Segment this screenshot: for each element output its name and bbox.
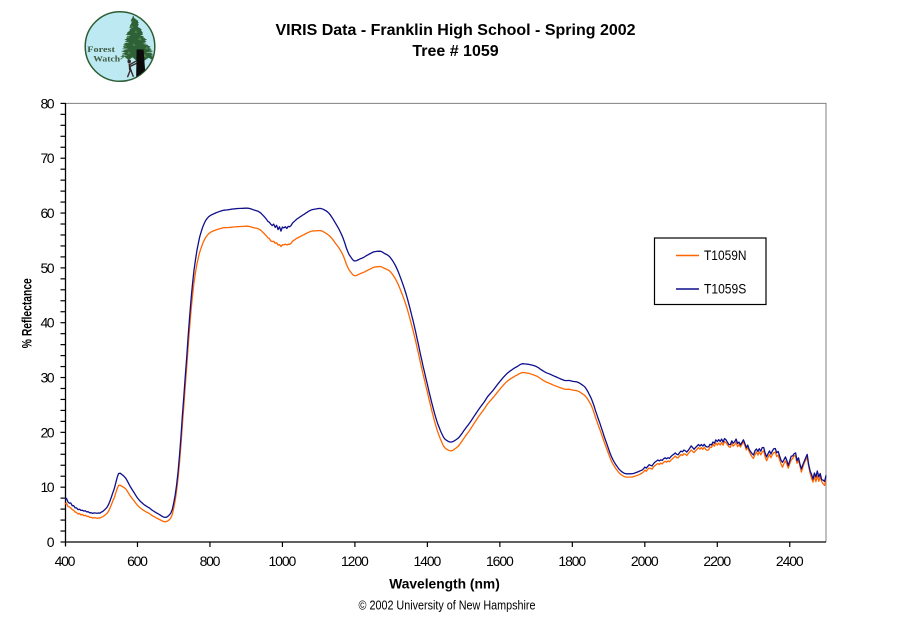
svg-text:1800: 1800 (558, 553, 586, 569)
svg-text:1400: 1400 (414, 553, 442, 569)
svg-text:70: 70 (41, 150, 55, 166)
svg-text:40: 40 (41, 315, 55, 331)
svg-text:30: 30 (41, 370, 55, 386)
svg-text:1600: 1600 (486, 553, 514, 569)
svg-text:1000: 1000 (269, 553, 297, 569)
svg-text:1200: 1200 (341, 553, 369, 569)
svg-text:20: 20 (41, 424, 55, 440)
svg-text:Wavelength (nm): Wavelength (nm) (389, 576, 500, 592)
svg-text:50: 50 (41, 260, 55, 276)
svg-text:2000: 2000 (631, 553, 659, 569)
svg-text:T1059S: T1059S (704, 282, 746, 297)
svg-text:400: 400 (55, 553, 76, 569)
svg-text:800: 800 (200, 553, 221, 569)
svg-text:10: 10 (41, 479, 55, 495)
svg-text:80: 80 (41, 95, 55, 111)
svg-text:2200: 2200 (703, 553, 731, 569)
svg-text:60: 60 (41, 205, 55, 221)
svg-text:Watch: Watch (93, 54, 120, 64)
svg-text:T1059N: T1059N (704, 248, 747, 263)
svg-text:600: 600 (127, 553, 148, 569)
svg-text:© 2002 University of New Hamps: © 2002 University of New Hampshire (359, 599, 536, 613)
svg-text:% Reflectance: % Reflectance (20, 278, 35, 348)
svg-text:Forest: Forest (87, 44, 115, 54)
svg-text:2400: 2400 (776, 553, 804, 569)
svg-text:0: 0 (47, 534, 55, 550)
